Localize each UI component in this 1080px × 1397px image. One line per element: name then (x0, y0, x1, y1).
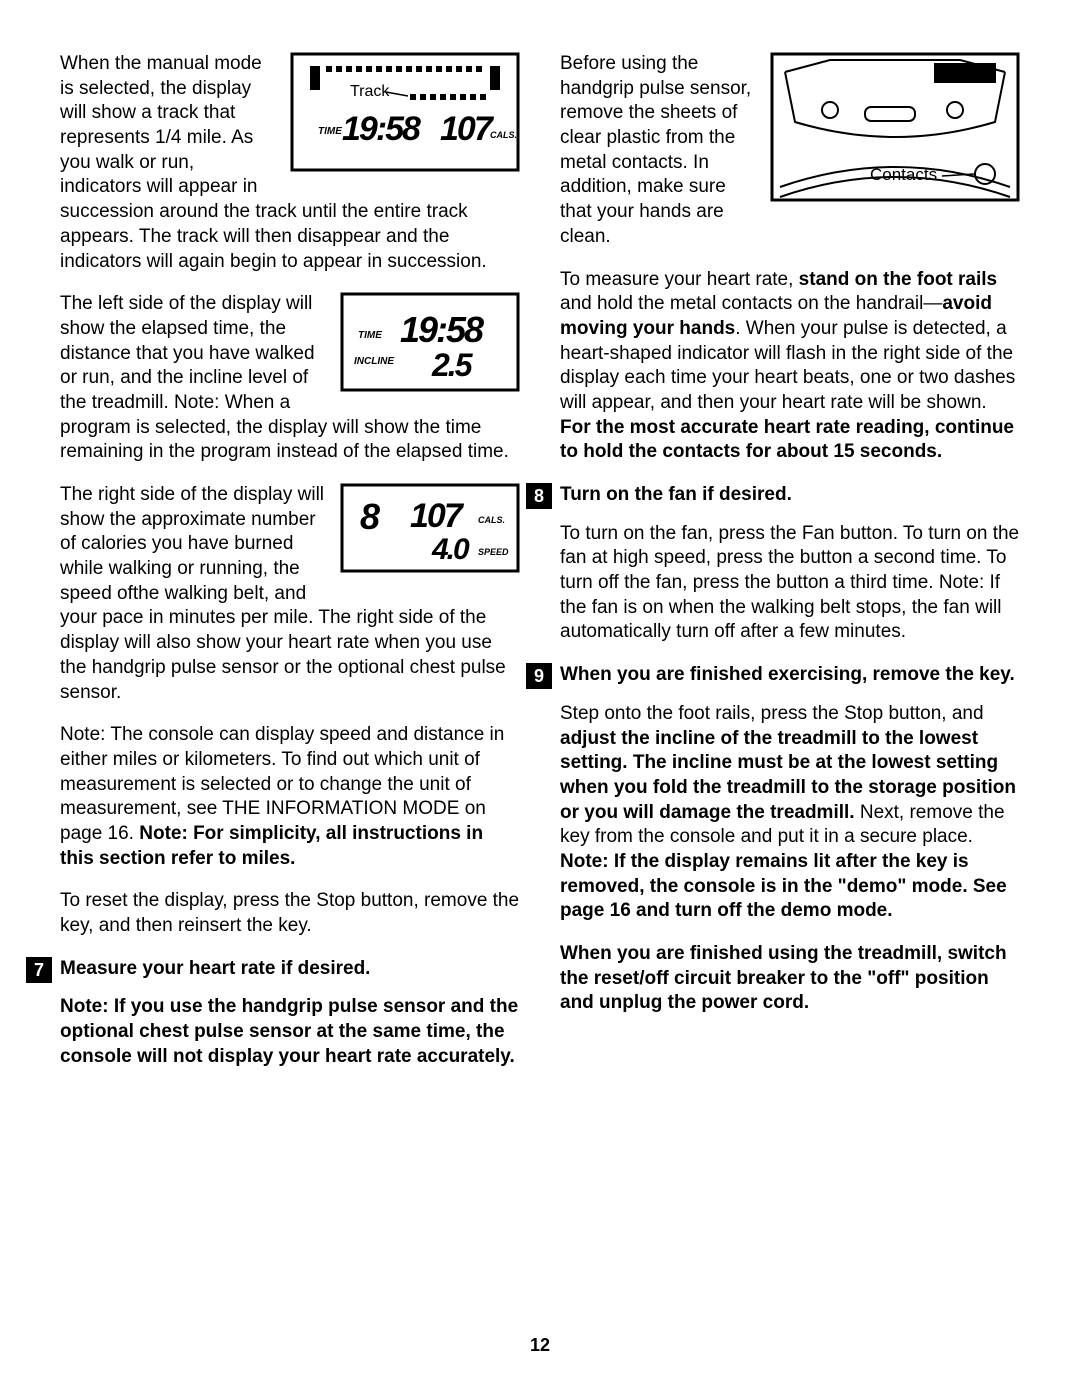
p4a: Step onto the foot rails, press the Stop… (560, 703, 984, 724)
para-contacts: Contacts Before using the handgrip pulse… (560, 52, 1020, 250)
p4d: Note: If the display remains lit after t… (560, 851, 1007, 921)
para-right-display: 8 107 CALS. 4.0 SPEED The right side of … (60, 483, 520, 705)
step-7: 7 Measure your heart rate if desired. (26, 957, 520, 982)
page-number: 12 (0, 1334, 1080, 1357)
time-label-icon: TIME (358, 330, 382, 341)
lcd-track-figure: Track TIME 19:58 107 CALS. (290, 52, 520, 180)
lcd2-time-value: 19:58 (400, 309, 484, 350)
lcd3-speed-value: 4.0 (431, 533, 470, 566)
para-units: Note: The console can display speed and … (60, 723, 520, 871)
lcd-time-value: 19:58 (342, 110, 421, 148)
para-reset: To reset the display, press the Stop but… (60, 889, 520, 938)
speed-label-icon: SPEED (478, 547, 509, 557)
incline-label-icon: INCLINE (354, 356, 394, 367)
step-8: 8 Turn on the fan if desired. (526, 483, 1020, 508)
lcd3-cals-value: 107 (410, 497, 465, 535)
lcd-cals-value: 107 (440, 110, 495, 148)
right-column: Contacts Before using the handgrip pulse… (560, 52, 1020, 1087)
track-label: Track (350, 83, 390, 100)
step-9: 9 When you are finished exercising, remo… (526, 663, 1020, 688)
step-7-title: Measure your heart rate if desired. (60, 958, 370, 979)
p2a: To measure your heart rate, (560, 269, 799, 290)
step-8-number: 8 (526, 483, 552, 509)
left-column: Track TIME 19:58 107 CALS. When the manu… (60, 52, 520, 1087)
step-9-number: 9 (526, 663, 552, 689)
cals-label-icon: CALS. (478, 515, 505, 525)
contacts-figure: Contacts (770, 52, 1020, 210)
p2b: stand on the foot rails (799, 269, 997, 290)
contacts-label: Contacts (870, 165, 937, 184)
lcd3-left-value: 8 (360, 496, 380, 537)
lcd2-incline-value: 2.5 (431, 347, 474, 383)
para-fan: To turn on the fan, press the Fan button… (560, 522, 1020, 645)
para-hr-note: Note: If you use the handgrip pulse sens… (60, 995, 520, 1069)
para-left-display: TIME INCLINE 19:58 2.5 The left side of … (60, 292, 520, 465)
lcd-right-figure: 8 107 CALS. 4.0 SPEED (340, 483, 520, 581)
para-track: Track TIME 19:58 107 CALS. When the manu… (60, 52, 520, 274)
step-7-number: 7 (26, 957, 52, 983)
page-content: Track TIME 19:58 107 CALS. When the manu… (0, 0, 1080, 1087)
lcd-left-figure: TIME INCLINE 19:58 2.5 (340, 292, 520, 400)
cals-label-icon: CALS. (490, 130, 517, 140)
step-8-title: Turn on the fan if desired. (560, 484, 792, 505)
para-power-off: When you are finished using the treadmil… (560, 942, 1020, 1016)
p2f: For the most accurate heart rate reading… (560, 417, 1014, 463)
p2c: and hold the metal contacts on the handr… (560, 293, 942, 314)
step-9-title: When you are finished exercising, remove… (560, 664, 1015, 685)
para-measure-hr: To measure your heart rate, stand on the… (560, 268, 1020, 466)
time-label-icon: TIME (318, 126, 342, 137)
para-finish: Step onto the foot rails, press the Stop… (560, 702, 1020, 924)
